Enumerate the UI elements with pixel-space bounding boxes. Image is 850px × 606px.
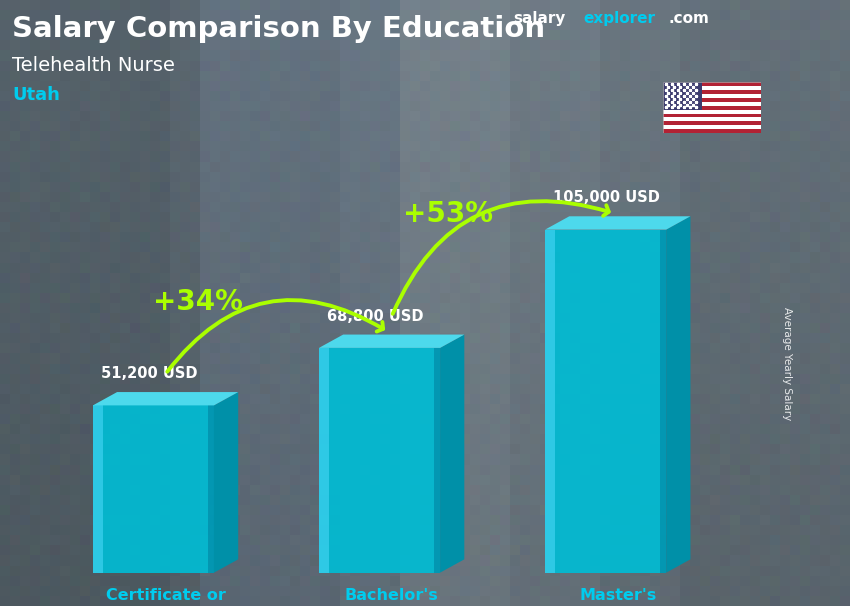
Bar xyxy=(663,82,702,110)
Text: Telehealth Nurse: Telehealth Nurse xyxy=(12,56,175,75)
Polygon shape xyxy=(545,216,690,230)
Bar xyxy=(663,86,761,90)
Bar xyxy=(663,102,761,105)
Text: .com: .com xyxy=(669,11,710,26)
Bar xyxy=(663,125,761,129)
Polygon shape xyxy=(440,335,464,573)
Text: Average Yearly Salary: Average Yearly Salary xyxy=(782,307,792,420)
Polygon shape xyxy=(666,216,690,573)
Bar xyxy=(663,98,761,102)
Bar xyxy=(663,110,761,113)
Text: 68,800 USD: 68,800 USD xyxy=(327,308,423,324)
Text: Bachelor's
Degree: Bachelor's Degree xyxy=(345,588,439,606)
Polygon shape xyxy=(660,230,666,573)
Polygon shape xyxy=(207,405,214,573)
Polygon shape xyxy=(545,230,555,573)
Text: 105,000 USD: 105,000 USD xyxy=(553,190,660,205)
Text: +34%: +34% xyxy=(153,288,243,316)
Polygon shape xyxy=(434,348,440,573)
Polygon shape xyxy=(319,348,329,573)
Polygon shape xyxy=(93,405,103,573)
Bar xyxy=(663,105,761,110)
Bar xyxy=(663,118,761,121)
Polygon shape xyxy=(93,392,238,405)
Text: Utah: Utah xyxy=(12,86,60,104)
Bar xyxy=(663,113,761,118)
Text: salary: salary xyxy=(513,11,565,26)
Text: Salary Comparison By Education: Salary Comparison By Education xyxy=(12,15,545,43)
Polygon shape xyxy=(545,230,666,573)
Polygon shape xyxy=(93,405,214,573)
Polygon shape xyxy=(319,348,440,573)
Bar xyxy=(663,90,761,94)
Bar xyxy=(663,94,761,98)
Bar xyxy=(663,82,761,86)
Polygon shape xyxy=(214,392,238,573)
Text: 51,200 USD: 51,200 USD xyxy=(101,366,197,381)
Polygon shape xyxy=(319,335,464,348)
Text: explorer: explorer xyxy=(583,11,655,26)
Bar xyxy=(663,121,761,125)
Text: +53%: +53% xyxy=(403,201,493,228)
Text: Certificate or
Diploma: Certificate or Diploma xyxy=(105,588,225,606)
Text: Master's
Degree: Master's Degree xyxy=(579,588,656,606)
Bar xyxy=(663,129,761,133)
